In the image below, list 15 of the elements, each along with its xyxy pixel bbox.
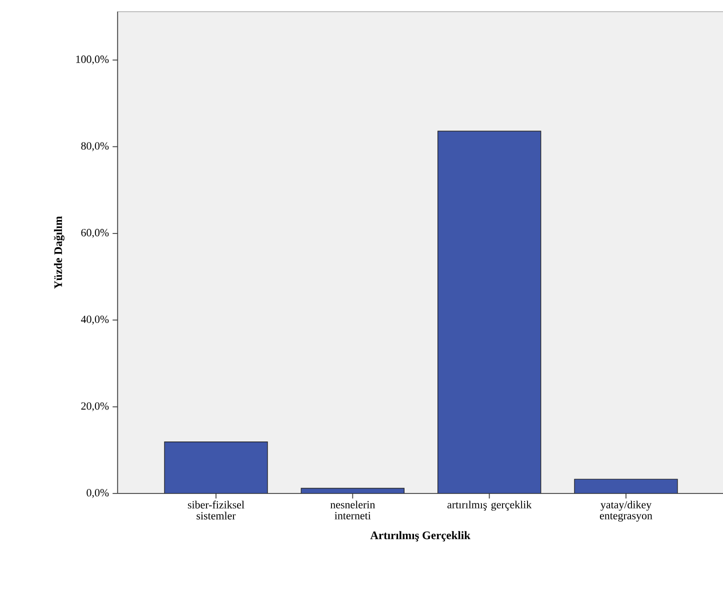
y-axis-title: Yüzde Dağılım (54, 216, 64, 289)
y-tick-label: 60,0% (81, 228, 109, 238)
x-tick-label: nesnelerin interneti (330, 500, 376, 520)
y-tick-label: 40,0% (81, 316, 109, 325)
bar (164, 442, 268, 494)
x-tick-label: siber-fiziksel sistemler (188, 500, 244, 520)
y-tick-label: 20,0% (81, 402, 109, 412)
x-tick-label: yatay/dikey entegrasyon (600, 500, 652, 522)
y-tick-label: 100,0% (76, 56, 109, 65)
x-axis-title: Artırılmış Gerçeklik (370, 531, 470, 542)
bar (574, 478, 678, 494)
y-tick-label: 80,0% (81, 142, 109, 152)
bar (437, 130, 542, 494)
y-tick-label: 0,0% (86, 489, 109, 498)
x-tick-label: artırılmış gerçeklik (447, 500, 532, 511)
